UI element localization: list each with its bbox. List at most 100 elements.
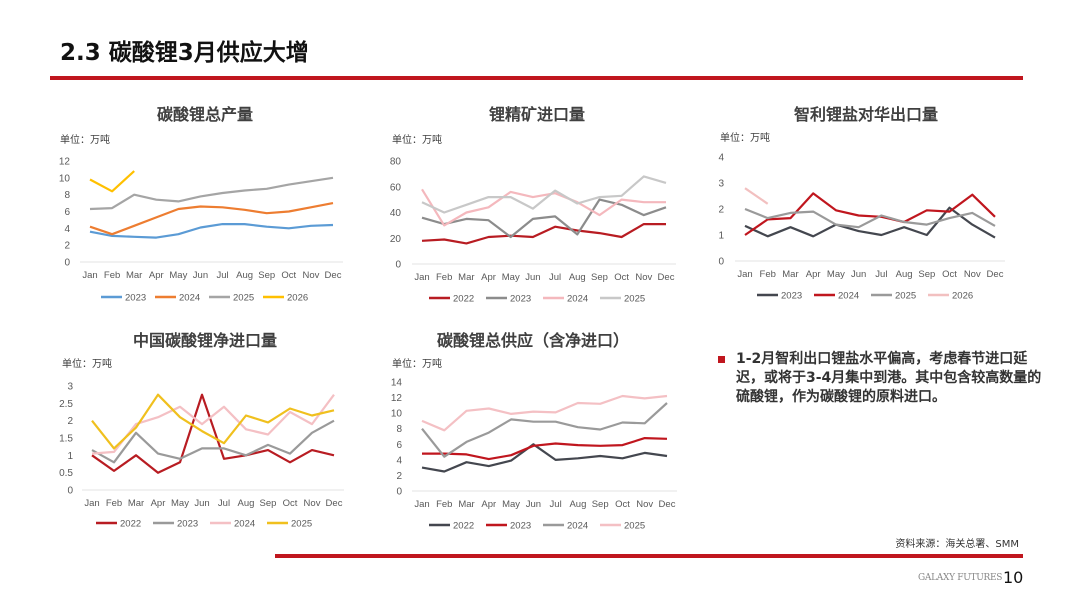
legend-label: 2024 <box>179 293 200 304</box>
x-tick-label: Jan <box>82 270 97 281</box>
brand-logo-text: GALAXY FUTURES <box>918 573 1003 583</box>
x-tick-label: Apr <box>149 270 164 281</box>
y-tick-label: 3 <box>67 382 73 393</box>
unit-label-chile-export: 单位：万吨 <box>720 133 770 144</box>
legend-label: 2023 <box>510 521 531 532</box>
y-tick-label: 8 <box>396 424 402 435</box>
series-line-2025 <box>421 394 668 432</box>
x-tick-label: Jul <box>218 498 230 509</box>
x-tick-label: Aug <box>569 499 586 510</box>
y-tick-label: 0 <box>718 257 724 268</box>
series-line-2023 <box>421 198 667 239</box>
y-tick-label: 0 <box>396 487 402 498</box>
legend-label: 2026 <box>952 291 973 302</box>
x-tick-label: Mar <box>458 272 474 283</box>
x-tick-label: Nov <box>964 269 981 280</box>
unit-label-production: 单位：万吨 <box>60 135 110 146</box>
y-tick-label: 4 <box>396 455 402 466</box>
unit-label-spodumene-import: 单位：万吨 <box>392 135 442 146</box>
y-tick-label: 14 <box>391 378 403 389</box>
x-tick-label: May <box>169 270 187 281</box>
y-tick-label: 2 <box>67 416 73 427</box>
x-tick-label: Mar <box>782 269 798 280</box>
x-tick-label: Jan <box>737 269 752 280</box>
legend-label: 2024 <box>838 291 859 302</box>
legend-label: 2023 <box>781 291 802 302</box>
x-tick-label: Jan <box>414 272 429 283</box>
x-tick-label: Dec <box>325 270 342 281</box>
legend-label: 2025 <box>895 291 916 302</box>
series-line-2023 <box>91 419 335 464</box>
x-tick-label: Jul <box>875 269 887 280</box>
unit-label-net-import: 单位：万吨 <box>62 359 112 370</box>
y-tick-label: 2.5 <box>59 399 73 410</box>
title-divider <box>50 76 1023 80</box>
legend-label: 2025 <box>624 294 645 305</box>
page-number: 10 <box>1003 568 1024 587</box>
legend-label: 2022 <box>453 521 474 532</box>
chart-title-chile-export: 智利锂盐对华出口量 <box>793 105 939 124</box>
x-tick-label: Jun <box>194 498 209 509</box>
x-tick-label: Oct <box>614 272 629 283</box>
y-tick-label: 60 <box>390 182 402 193</box>
x-tick-label: Aug <box>569 272 586 283</box>
x-tick-label: Oct <box>942 269 957 280</box>
series-line-2026 <box>89 170 135 193</box>
chart-title-net-import: 中国碳酸锂净进口量 <box>132 331 278 350</box>
legend-label: 2024 <box>567 521 588 532</box>
chart-2: 0 1 2 3 4 Jan Feb Mar Apr May Jun Jul Aug Sep Oct Nov De… <box>718 153 1005 302</box>
legend-label: 2025 <box>291 519 312 530</box>
x-tick-label: Aug <box>238 498 255 509</box>
unit-label-total-supply: 单位：万吨 <box>392 359 442 370</box>
legend-label: 2023 <box>177 519 198 530</box>
series-line-2024 <box>744 192 996 236</box>
x-tick-label: Dec <box>659 499 676 510</box>
y-tick-label: 6 <box>396 440 402 451</box>
x-tick-label: Nov <box>302 270 319 281</box>
x-tick-label: Mar <box>458 499 474 510</box>
x-tick-label: May <box>171 498 189 509</box>
x-tick-label: Jun <box>526 499 541 510</box>
series-line-2024 <box>91 394 335 455</box>
y-tick-label: 4 <box>718 153 724 164</box>
x-tick-label: Apr <box>481 272 496 283</box>
x-tick-label: Apr <box>806 269 821 280</box>
legend-label: 2022 <box>453 294 474 305</box>
x-tick-label: Feb <box>436 272 452 283</box>
legend-label: 2026 <box>287 293 308 304</box>
x-tick-label: Sep <box>592 499 609 510</box>
x-tick-label: Oct <box>281 270 296 281</box>
series-line-2023 <box>744 206 996 239</box>
x-tick-label: Feb <box>104 270 120 281</box>
y-tick-label: 2 <box>718 205 724 216</box>
x-tick-label: Apr <box>151 498 166 509</box>
x-tick-label: Feb <box>760 269 776 280</box>
series-line-2025 <box>91 393 335 450</box>
chart-4: 0 2 4 6 8 10 12 14 Jan Feb Mar Apr May Jun Jul Aug Sep Oc… <box>391 378 677 532</box>
legend-label: 2025 <box>624 521 645 532</box>
y-tick-label: 10 <box>391 409 403 420</box>
series-line-2025 <box>744 207 996 229</box>
series-line-2023 <box>89 223 334 239</box>
y-tick-label: 6 <box>64 207 70 218</box>
x-tick-label: Jul <box>549 272 561 283</box>
y-tick-label: 2 <box>64 241 70 252</box>
y-tick-label: 0 <box>64 258 70 269</box>
x-tick-label: Aug <box>236 270 253 281</box>
y-tick-label: 20 <box>390 234 402 245</box>
y-tick-label: 3 <box>718 179 724 190</box>
x-tick-label: Jul <box>216 270 228 281</box>
x-tick-label: Mar <box>126 270 142 281</box>
chart-3: 0 0.5 1 1.5 2 2.5 3 Jan Feb Mar Apr May Jun Jul Aug Sep… <box>59 382 344 530</box>
y-tick-label: 12 <box>59 157 71 168</box>
y-tick-label: 0.5 <box>59 468 73 479</box>
x-tick-label: Jun <box>193 270 208 281</box>
y-tick-label: 1 <box>718 231 724 242</box>
series-line-2022 <box>421 223 666 245</box>
x-tick-label: Jan <box>414 499 429 510</box>
x-tick-label: May <box>502 272 520 283</box>
commentary-text: 1-2月智利出口锂盐水平偏高，考虑春节进口延迟，或将于3-4月集中到港。其中包含… <box>736 351 1042 405</box>
legend-label: 2023 <box>125 293 146 304</box>
series-line-2024 <box>89 202 334 236</box>
